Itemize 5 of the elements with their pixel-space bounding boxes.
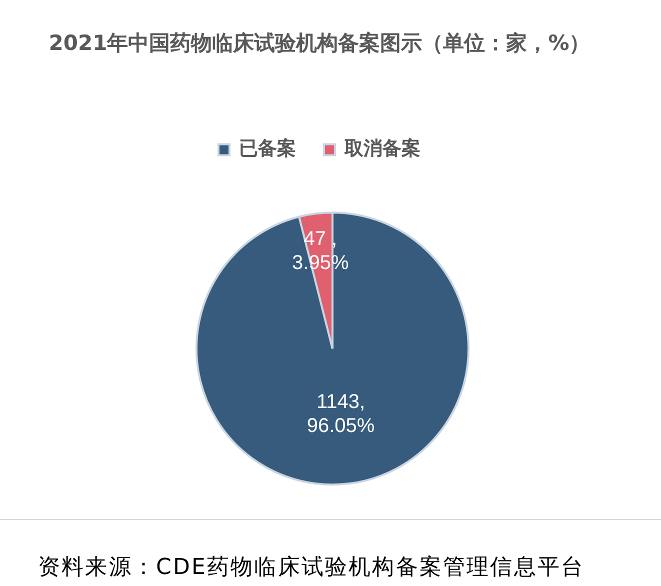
text: 资料来源：CDE药物临床试验机构备案管理信息平台 <box>38 554 585 582</box>
legend-label: 取消备案 <box>344 138 420 160</box>
data-label: 1143, 96.05% <box>306 391 375 438</box>
legend-label: 已备案 <box>239 138 296 160</box>
chart-title: 2021年中国药物临床试验机构备案图示（单位：家，%） <box>48 31 590 56</box>
